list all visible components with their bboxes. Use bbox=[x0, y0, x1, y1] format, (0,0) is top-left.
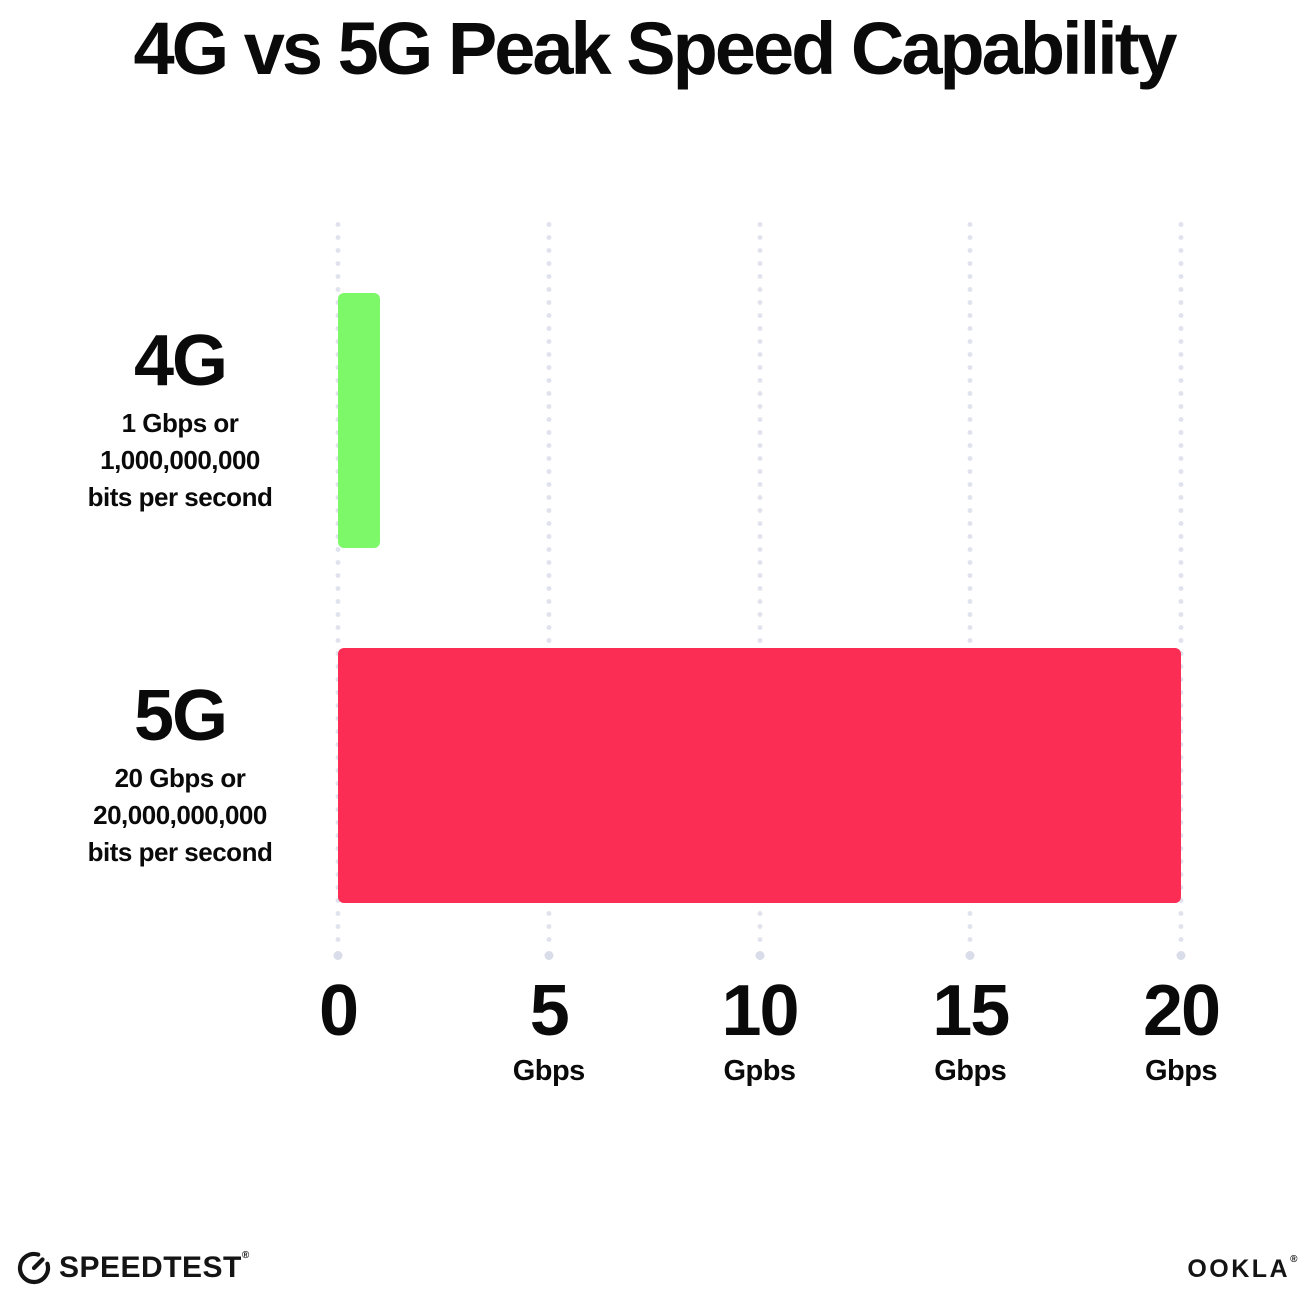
ookla-logo: OOKLA® bbox=[1187, 1254, 1300, 1283]
x-tick-value: 15 bbox=[932, 971, 1010, 1051]
category-description-4g: 1 Gbps or 1,000,000,000 bits per second bbox=[40, 405, 320, 516]
x-tick-20: 20 Gbps bbox=[1142, 971, 1221, 1087]
gridline-5-gbps bbox=[544, 218, 554, 960]
description-line: 1,000,000,000 bbox=[100, 444, 260, 475]
description-line: bits per second bbox=[87, 481, 273, 512]
x-tick-value: 10 bbox=[721, 971, 799, 1051]
plot-area bbox=[333, 218, 1186, 960]
speedtest-wordmark-text: SPEEDTEST bbox=[59, 1251, 242, 1284]
category-description-5g: 20 Gbps or 20,000,000,000 bits per secon… bbox=[40, 760, 320, 871]
x-tick-unit: Gbps bbox=[512, 1055, 586, 1087]
description-line: 20,000,000,000 bbox=[93, 799, 267, 830]
ookla-trademark: ® bbox=[1290, 1254, 1300, 1265]
category-name-4g: 4G bbox=[133, 321, 228, 402]
category-label-4g: 4G 1 Gbps or 1,000,000,000 bits per seco… bbox=[40, 324, 320, 516]
x-tick-0: 0 bbox=[318, 971, 359, 1086]
category-label-5g: 5G 20 Gbps or 20,000,000,000 bits per se… bbox=[40, 679, 320, 871]
gridline-0-gbps bbox=[333, 218, 343, 960]
x-tick-unit: Gpbs bbox=[723, 1055, 796, 1087]
x-tick-10: 10 Gpbs bbox=[721, 971, 799, 1087]
category-name-5g: 5G bbox=[133, 676, 228, 757]
x-tick-unit: Gbps bbox=[1144, 1055, 1218, 1087]
gridline-15-gbps bbox=[965, 218, 975, 960]
description-line: 1 Gbps or bbox=[121, 408, 239, 439]
gridline-20-gbps bbox=[1176, 218, 1186, 960]
x-tick-unit: Gbps bbox=[934, 1055, 1007, 1087]
x-tick-value: 5 bbox=[529, 971, 570, 1051]
x-tick-value: 0 bbox=[318, 971, 359, 1051]
x-tick-15: 15 Gbps bbox=[932, 971, 1010, 1087]
speedtest-logo: SPEEDTEST® bbox=[16, 1250, 250, 1286]
speedtest-trademark: ® bbox=[241, 1250, 250, 1261]
bar-5g bbox=[338, 648, 1181, 903]
x-axis: 0 5 Gbps 10 Gpbs 15 Gbps 20 Gbps bbox=[319, 971, 1221, 1105]
x-tick-unit bbox=[319, 1057, 357, 1086]
speedtest-gauge-icon bbox=[17, 1251, 51, 1285]
chart-title: 4G vs 5G Peak Speed Capability bbox=[133, 7, 1177, 90]
description-line: bits per second bbox=[87, 836, 273, 867]
ookla-wordmark-text: OOKLA bbox=[1187, 1255, 1291, 1283]
description-line: 20 Gbps or bbox=[114, 763, 246, 794]
speedtest-wordmark: SPEEDTEST® bbox=[59, 1250, 250, 1284]
x-tick-5: 5 Gbps bbox=[512, 971, 586, 1087]
bar-4g bbox=[338, 293, 381, 548]
gridline-10-gbps bbox=[755, 218, 764, 960]
x-tick-value: 20 bbox=[1142, 971, 1221, 1051]
